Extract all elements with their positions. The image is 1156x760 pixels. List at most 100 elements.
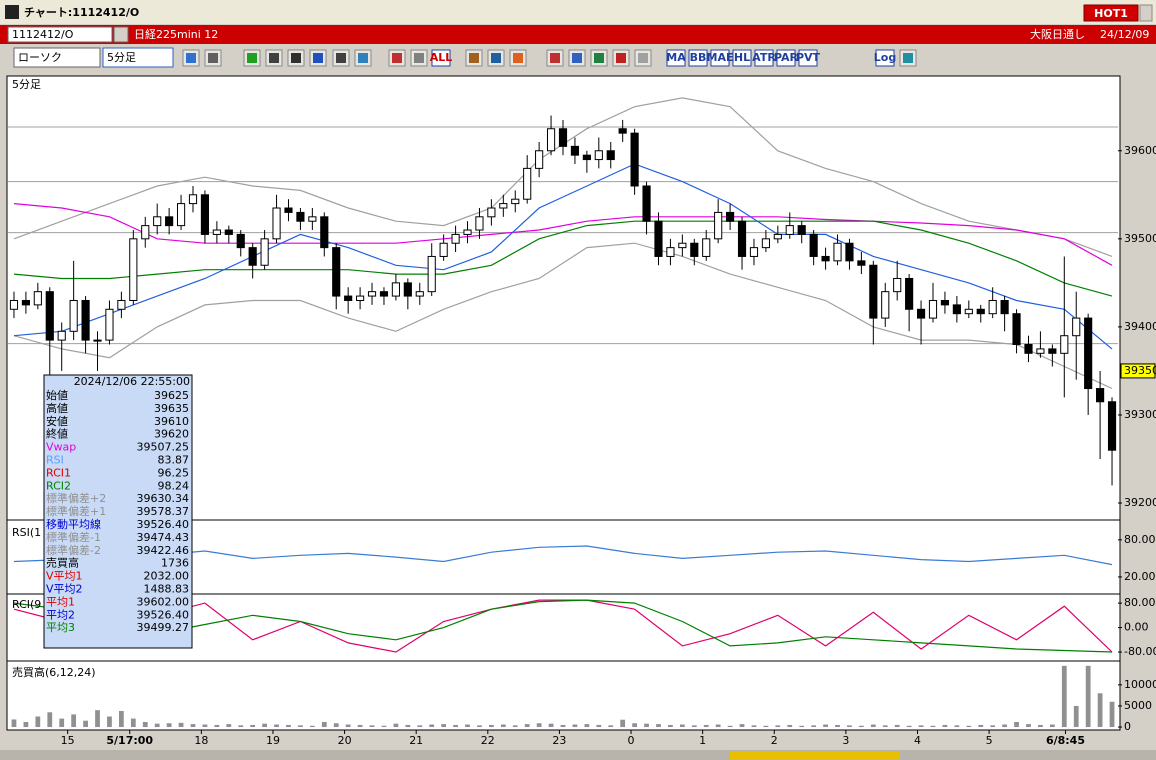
tool-label[interactable]: Log bbox=[874, 51, 896, 64]
candle-body bbox=[773, 233, 782, 240]
volume-bar bbox=[703, 724, 709, 728]
volume-bar bbox=[536, 723, 542, 728]
tool-glyph[interactable] bbox=[491, 53, 501, 63]
info-label: 標準偏差+2 bbox=[46, 491, 106, 505]
info-label: RCI2 bbox=[46, 479, 71, 492]
volume-bar bbox=[154, 723, 160, 728]
tool-glyph[interactable] bbox=[358, 53, 368, 63]
tool-glyph[interactable] bbox=[513, 53, 523, 63]
candle-body bbox=[248, 247, 257, 266]
candle-body bbox=[535, 150, 544, 169]
volume-bar bbox=[1061, 665, 1067, 728]
candle-body bbox=[57, 330, 66, 341]
tool-button[interactable] bbox=[431, 49, 451, 67]
candle-body bbox=[129, 238, 138, 301]
candle-body bbox=[499, 203, 508, 209]
candle-body bbox=[105, 308, 114, 341]
volume-bar bbox=[417, 725, 423, 728]
volume-bar bbox=[1085, 665, 1091, 728]
volume-bar bbox=[500, 724, 506, 728]
volume-bar bbox=[71, 714, 77, 728]
candle-body bbox=[439, 242, 448, 257]
candle-body bbox=[1084, 317, 1093, 390]
tool-glyph[interactable] bbox=[392, 53, 402, 63]
tool-glyph[interactable] bbox=[550, 53, 560, 63]
volume-bar bbox=[691, 725, 697, 728]
tool-button[interactable] bbox=[710, 49, 730, 67]
volume-bar bbox=[95, 710, 100, 728]
info-value: 83.87 bbox=[158, 454, 190, 467]
tool-glyph[interactable] bbox=[336, 53, 346, 63]
tool-label[interactable]: PAR bbox=[774, 51, 799, 64]
volume-bar bbox=[763, 725, 769, 728]
tool-label[interactable]: MAE bbox=[707, 51, 734, 64]
panel-title: 5分足 bbox=[12, 78, 41, 91]
info-value: 39526.40 bbox=[137, 608, 190, 621]
volume-bar bbox=[393, 723, 399, 728]
tool-label[interactable]: MA bbox=[666, 51, 686, 64]
tool-label[interactable]: ATR bbox=[752, 51, 776, 64]
candle-body bbox=[117, 299, 126, 310]
x-tick-label: 23 bbox=[552, 734, 566, 747]
tool-button[interactable] bbox=[688, 49, 708, 67]
scroll-thumb[interactable] bbox=[730, 751, 900, 759]
volume-bar bbox=[608, 725, 614, 728]
tool-button[interactable] bbox=[754, 49, 774, 67]
info-label: 終値 bbox=[46, 427, 68, 441]
candle-body bbox=[618, 128, 627, 134]
style-select[interactable] bbox=[13, 47, 101, 68]
volume-bar bbox=[321, 721, 327, 728]
tool-glyph[interactable] bbox=[247, 53, 257, 63]
tool-glyph[interactable] bbox=[638, 53, 648, 63]
style-label[interactable]: ローソク bbox=[18, 51, 62, 64]
tool-glyph[interactable] bbox=[269, 53, 279, 63]
candle-body bbox=[666, 247, 675, 257]
volume-bar bbox=[1002, 724, 1007, 728]
candle-body bbox=[9, 299, 19, 310]
tool-glyph[interactable] bbox=[469, 53, 479, 63]
symbol-dropdown[interactable] bbox=[113, 26, 129, 43]
symbol-code[interactable]: 1112412/O bbox=[12, 28, 74, 41]
candle-body bbox=[379, 291, 389, 297]
info-value: 39635 bbox=[154, 402, 189, 415]
hot-label[interactable]: HOT1 bbox=[1094, 7, 1128, 20]
y-tick-label: 80.00 bbox=[1124, 533, 1156, 546]
tool-glyph[interactable] bbox=[616, 53, 626, 63]
tool-button[interactable] bbox=[666, 49, 686, 67]
hot-button[interactable] bbox=[1083, 4, 1139, 22]
tool-label[interactable]: HL bbox=[734, 51, 750, 64]
tool-glyph[interactable] bbox=[291, 53, 301, 63]
volume-bar bbox=[727, 725, 733, 728]
interval-label[interactable]: 5分足 bbox=[107, 51, 136, 64]
tool-glyph[interactable] bbox=[313, 53, 323, 63]
volume-bar bbox=[250, 724, 256, 728]
scrollbar[interactable] bbox=[0, 750, 1156, 760]
y-tick-label: 0.00 bbox=[1124, 621, 1149, 634]
tool-label[interactable]: BB bbox=[690, 51, 707, 64]
interval-select[interactable] bbox=[102, 47, 174, 68]
tool-label[interactable]: ALL bbox=[430, 51, 453, 64]
tool-label[interactable]: PVT bbox=[796, 51, 821, 64]
tool-glyph[interactable] bbox=[414, 53, 424, 63]
volume-bar bbox=[632, 723, 637, 728]
tool-button[interactable] bbox=[776, 49, 796, 67]
tool-glyph[interactable] bbox=[572, 53, 582, 63]
tool-glyph[interactable] bbox=[594, 53, 604, 63]
symbol-input[interactable] bbox=[7, 26, 113, 43]
tool-glyph[interactable] bbox=[208, 53, 218, 63]
close-button[interactable] bbox=[1139, 4, 1153, 22]
tool-button[interactable] bbox=[798, 49, 818, 67]
tool-button[interactable] bbox=[732, 49, 752, 67]
tool-glyph[interactable] bbox=[903, 53, 913, 63]
candle-body bbox=[332, 247, 341, 297]
tool-glyph[interactable] bbox=[186, 53, 196, 63]
x-tick-label: 0 bbox=[628, 734, 635, 747]
volume-bar bbox=[1038, 724, 1043, 728]
volume-bar bbox=[489, 724, 494, 728]
info-label: 標準偏差-2 bbox=[46, 543, 101, 557]
volume-bar bbox=[130, 718, 136, 728]
volume-bar bbox=[59, 718, 65, 728]
candle-body bbox=[893, 277, 902, 293]
tool-button[interactable] bbox=[875, 49, 895, 67]
candle-body bbox=[463, 229, 472, 235]
